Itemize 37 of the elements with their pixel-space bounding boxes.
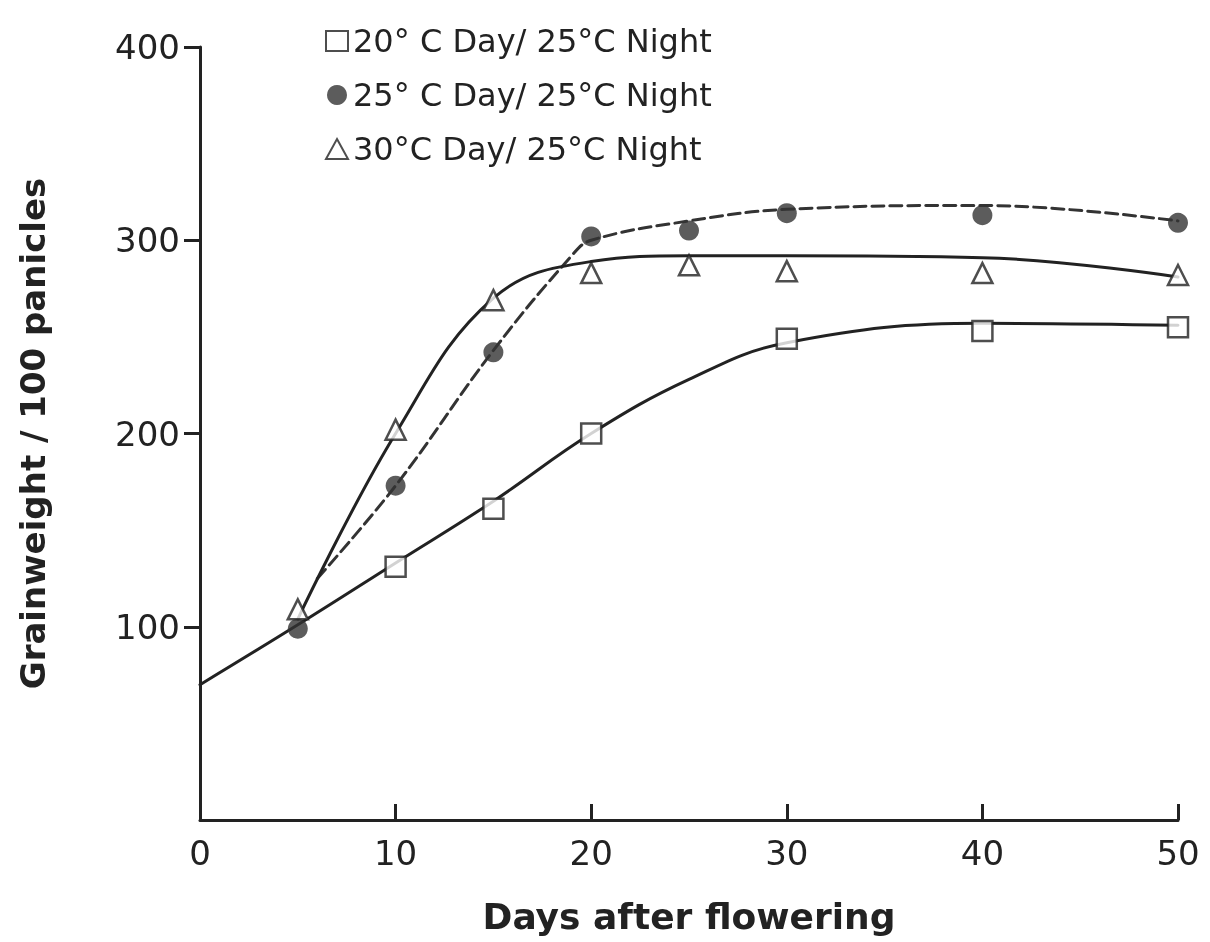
point — [972, 205, 993, 226]
legend-label: 30°C Day/ 25°C Night — [353, 130, 702, 168]
point — [482, 497, 505, 521]
point — [483, 342, 504, 363]
legend-label: 25° C Day/ 25°C Night — [353, 76, 712, 114]
x-tick-label: 10 — [373, 833, 418, 873]
x-tick-label: 30 — [765, 833, 809, 873]
x-tick-label: 50 — [1156, 833, 1200, 873]
y-tick-label: 300 — [115, 220, 180, 261]
point — [775, 259, 799, 283]
point — [776, 203, 797, 224]
point — [579, 422, 603, 445]
point — [384, 418, 407, 441]
point — [1166, 315, 1190, 339]
point — [385, 475, 406, 496]
point — [775, 327, 799, 351]
point — [579, 261, 603, 285]
y-axis-title: Grainweight / 100 panicles — [13, 177, 53, 690]
y-tick-label: 200 — [115, 413, 180, 454]
point — [677, 254, 701, 277]
x-tick-label: 0 — [189, 833, 211, 873]
point — [581, 226, 602, 247]
point — [679, 220, 699, 241]
point — [286, 598, 310, 621]
point — [482, 288, 505, 312]
x-tick-label: 40 — [960, 833, 1005, 873]
point — [1166, 263, 1190, 287]
x-tick-label: 20 — [569, 833, 613, 873]
point — [1168, 212, 1188, 233]
y-tick-label: 100 — [115, 606, 180, 647]
point — [971, 261, 994, 285]
x-axis-title: Days after flowering — [482, 895, 896, 937]
point — [287, 618, 308, 639]
point — [384, 555, 407, 579]
point — [971, 319, 994, 343]
y-tick-label: 400 — [115, 27, 180, 67]
legend-label: 20° C Day/ 25°C Night — [353, 22, 712, 60]
